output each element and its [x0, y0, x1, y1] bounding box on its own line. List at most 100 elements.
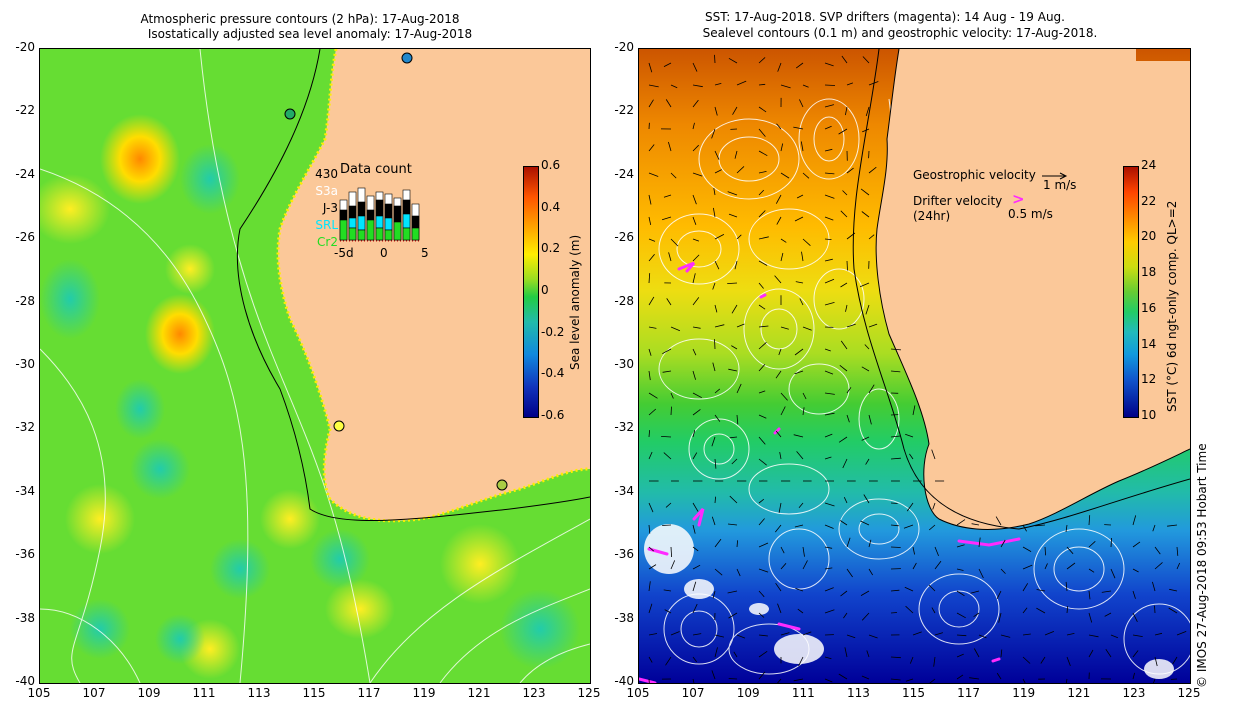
velocity-vector — [1022, 656, 1031, 664]
velocity-vector — [861, 366, 870, 372]
velocity-vector — [711, 436, 716, 447]
velocity-vector — [648, 216, 652, 225]
velocity-vector — [714, 106, 718, 116]
velocity-vector — [956, 568, 964, 571]
tide-gauge-markers — [284, 52, 508, 491]
velocity-vector — [692, 254, 700, 262]
velocity-vector — [1176, 631, 1187, 636]
velocity-vector — [1035, 524, 1046, 527]
velocity-vector — [824, 125, 832, 130]
velocity-vector — [666, 298, 672, 306]
velocity-vector — [862, 128, 870, 133]
velocity-vector — [802, 546, 805, 557]
velocity-vector — [714, 150, 720, 160]
velocity-vector — [668, 252, 672, 262]
sat-label-s3a: S3a — [315, 184, 338, 198]
sla-colorbar-tick: -0.2 — [541, 324, 565, 339]
velocity-vector — [1088, 568, 1095, 573]
velocity-vector — [714, 54, 716, 64]
velocity-vector — [1065, 581, 1068, 592]
velocity-vector — [824, 412, 835, 416]
geostrophic-arrow-icon — [1042, 172, 1068, 180]
left-lat-tick: -20 — [15, 40, 35, 54]
left-lon-tick: 121 — [467, 686, 491, 700]
velocity-vector — [1176, 562, 1181, 570]
velocity-vector — [775, 430, 782, 438]
velocity-vector — [758, 304, 766, 310]
velocity-vector — [775, 582, 782, 592]
velocity-vector — [758, 106, 767, 113]
velocity-vector — [713, 187, 716, 196]
velocity-vector — [861, 436, 870, 441]
velocity-vector — [846, 232, 856, 240]
velocity-vector — [1066, 633, 1075, 636]
velocity-vector — [648, 451, 653, 460]
velocity-vector — [727, 590, 738, 594]
velocity-vector — [1088, 541, 1096, 548]
velocity-vector — [777, 678, 782, 683]
drifter-tracks — [639, 261, 1021, 683]
velocity-vector — [890, 678, 901, 681]
velocity-vector — [1176, 546, 1179, 556]
velocity-vector — [758, 150, 768, 157]
left-title-line1: Atmospheric pressure contours (2 hPa): 1… — [140, 12, 460, 26]
sla-colorbar-tick: 0.4 — [541, 199, 561, 214]
velocity-vector — [1044, 631, 1055, 636]
velocity-vector — [1132, 541, 1141, 548]
velocity-vector — [714, 496, 716, 504]
velocity-vector — [661, 436, 672, 438]
geostrophic-scale: 1 m/s — [1043, 178, 1077, 192]
velocity-vector — [692, 297, 700, 306]
velocity-vector — [776, 123, 782, 130]
velocity-vector — [780, 172, 790, 179]
velocity-vector — [797, 608, 804, 614]
velocity-vector — [956, 653, 964, 658]
velocity-vector — [729, 436, 738, 439]
velocity-vector — [1022, 607, 1028, 614]
velocity-vector — [1022, 546, 1032, 552]
left-lon-tick: 111 — [192, 686, 216, 700]
velocity-vector — [1154, 605, 1156, 614]
right-lon-tick: 123 — [1122, 686, 1146, 700]
sla-colorbar-tick: -0.6 — [541, 408, 565, 422]
velocity-vector — [758, 83, 766, 86]
sla-colorbar-tick: 0.2 — [541, 241, 561, 256]
left-map[interactable] — [39, 48, 591, 684]
velocity-vector — [648, 656, 653, 663]
left-lat-tick: -38 — [15, 610, 35, 625]
velocity-vector — [758, 342, 767, 350]
velocity-vector — [758, 236, 769, 240]
velocity-vector — [929, 678, 936, 683]
right-map[interactable] — [638, 48, 1191, 684]
data-count-satellites: 430 S3a J-3 SRL Cr2 — [296, 166, 338, 251]
velocity-vector — [648, 62, 653, 73]
velocity-vector — [1154, 562, 1163, 570]
sat-label-430: 430 — [315, 167, 338, 181]
velocity-vector — [798, 656, 804, 667]
velocity-vector — [714, 647, 718, 658]
right-lat-tick: -34 — [614, 483, 634, 498]
velocity-vector — [648, 564, 657, 570]
velocity-vector — [780, 406, 786, 416]
velocity-vector — [663, 589, 672, 592]
dc-axis-0: 0 — [380, 246, 388, 260]
velocity-vector — [670, 546, 672, 558]
velocity-vector — [841, 55, 848, 64]
velocity-vector — [736, 568, 741, 577]
velocity-vector — [801, 251, 804, 262]
velocity-vector — [890, 502, 898, 504]
velocity-vector — [758, 260, 768, 266]
velocity-vector — [663, 194, 672, 198]
velocity-vector — [868, 384, 875, 394]
velocity-vector — [824, 104, 835, 108]
left-lat-tick: -34 — [15, 483, 35, 498]
velocity-vector — [736, 166, 745, 174]
velocity-vector — [662, 370, 672, 373]
velocity-vector — [859, 282, 870, 288]
velocity-vector — [868, 568, 874, 576]
left-lat-tick: -24 — [15, 166, 35, 181]
velocity-vector — [648, 273, 651, 284]
velocity-vector — [824, 84, 836, 86]
velocity-vector — [758, 325, 769, 328]
velocity-vector — [931, 607, 936, 614]
